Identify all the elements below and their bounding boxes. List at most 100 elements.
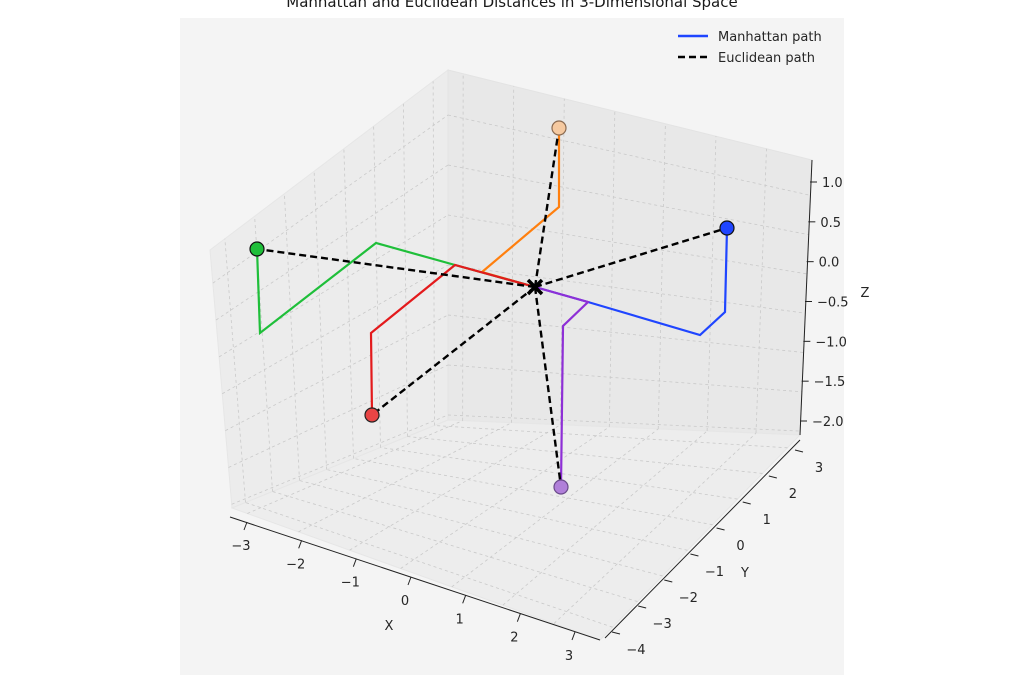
x-tick-mark [352,558,357,567]
gridline [299,480,663,577]
gridline [313,171,327,470]
legend-euclidean-label: Euclidean path [718,51,815,66]
z-tick-label: −0.5 [817,296,849,311]
gridline [343,148,354,459]
manhattan-paths [255,128,729,488]
gridline [502,430,708,606]
gridline [447,364,802,393]
y-tick-label: −1 [705,565,724,580]
gridline [224,238,246,503]
gridline [298,422,512,533]
euclidean-path-orange [533,127,561,288]
y-tick-mark [611,631,621,635]
gridline [447,264,806,314]
gridlines [212,73,811,628]
euclidean-path-green [256,247,536,289]
point-blue [719,220,735,236]
point-red [364,407,380,423]
euclidean-path-red [371,286,536,416]
euclidean-path-purple [533,286,563,488]
x-tick-label: 3 [565,649,573,664]
gridline [222,264,449,395]
gridline [218,214,449,358]
gridline [608,111,616,427]
manhattan-path-red [369,263,536,416]
y-tick-mark [716,527,725,531]
gridline [447,164,809,236]
point-purple [553,479,569,495]
gridline [706,136,717,432]
x-tick-mark [407,576,412,586]
y-tick-label: 0 [736,539,744,554]
euclidean-paths [256,127,728,488]
y-tick-label: 3 [815,461,823,476]
z-axis-label: Z [861,286,870,301]
z-ticks: −2.0 −1.5 −1.0 −0.5 0.0 0.5 1.0 [800,176,849,430]
x-axis-label: X [385,619,394,634]
x-tick-mark [298,540,303,549]
x-ticks: −3 −2 −1 0 1 2 3 [231,521,576,664]
z-tick-label: −2.0 [812,415,844,430]
y-axis-line [604,439,801,639]
gridline [245,502,613,628]
gridline [447,414,801,432]
gridline [657,123,666,429]
gridline [228,364,449,468]
x-tick-label: −1 [341,576,360,591]
chart-title: Manhattan and Euclidean Distances in 3-D… [286,0,737,11]
gridline [511,86,515,423]
gridline [447,214,808,275]
y-tick-label: −3 [653,617,672,632]
x-axis-line [229,516,601,641]
y-tick-mark [794,449,804,453]
x-tick-label: 0 [401,594,409,609]
z-tick-label: 0.0 [819,256,840,271]
y-axis-label: Y [740,566,749,581]
z-tick-label: −1.0 [815,335,847,350]
y-tick-label: −4 [626,643,645,658]
y-tick-mark [690,553,699,557]
z-tick-label: 1.0 [822,176,843,191]
point-green [249,241,265,257]
y-tick-label: 2 [789,487,797,502]
manhattan-path-purple [534,285,591,488]
x-tick-mark [516,613,521,622]
x-tick-mark [462,595,467,604]
z-tick-label: −1.5 [814,375,846,390]
legend-manhattan-label: Manhattan path [718,30,822,45]
y-tick-label: 1 [763,513,771,528]
gridline [212,114,449,284]
y-tick-mark [664,579,673,583]
x-tick-mark [571,631,576,641]
y-tick-mark [742,501,751,505]
x-tick-mark [243,521,248,531]
point-orange [551,120,567,136]
gridline [326,469,688,551]
y-tick-mark [768,475,777,479]
x-tick-label: −3 [231,539,250,554]
y-ticks: −4 −3 −2 −1 0 1 2 3 [611,449,823,658]
gridline [434,425,788,449]
z-axis-line [799,159,813,436]
y-tick-mark [638,605,647,609]
x-tick-label: −2 [286,557,305,572]
gridline [353,458,713,526]
point-markers [249,120,735,495]
gridline [447,114,811,196]
gridline [560,98,565,425]
gridline [400,426,610,569]
gridline [553,432,757,624]
legend: Manhattan path Euclidean path [678,30,822,66]
euclidean-path-blue [534,226,728,289]
z-tick-label: 0.5 [820,216,841,231]
gridline [462,73,464,421]
gridline [451,428,659,588]
gridline [215,164,449,321]
center-marker [526,278,544,296]
x-tick-label: 2 [510,631,518,646]
gridline [402,103,408,437]
x-tick-label: 1 [456,612,464,627]
y-tick-label: −2 [679,591,698,606]
gridline [349,424,561,551]
